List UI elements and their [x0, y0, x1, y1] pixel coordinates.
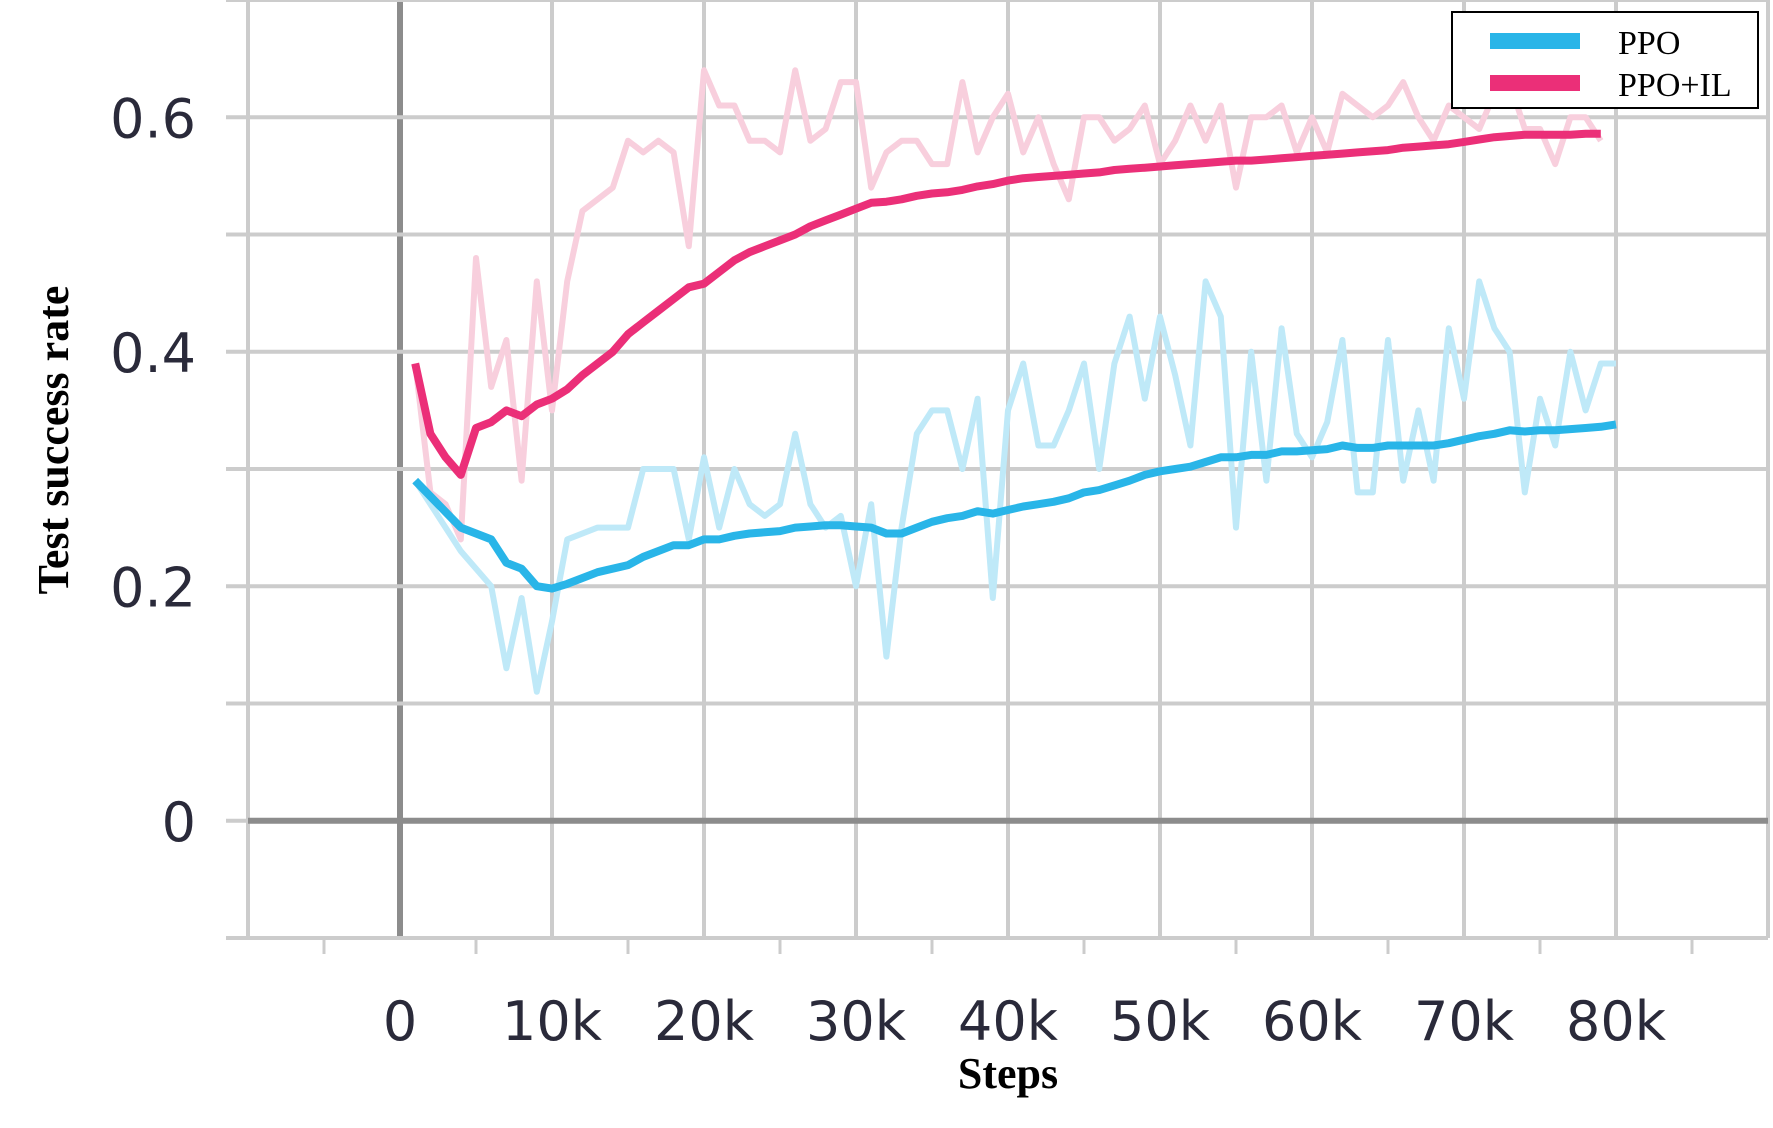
x-tick-label: 20k [654, 990, 755, 1053]
legend-swatch-ppo [1490, 33, 1580, 49]
series-line-ppo-il [411, 129, 1601, 479]
legend-box [1451, 11, 1759, 109]
legend: PPO PPO+IL [1451, 11, 1759, 109]
smoothed-series-layer [411, 129, 1617, 593]
grid [226, 0, 1770, 954]
series-line-ppo [412, 420, 1617, 593]
x-tick-label: 40k [958, 990, 1059, 1053]
y-axis-title: Test success rate [29, 286, 78, 595]
x-tick-label: 70k [1414, 990, 1515, 1053]
x-tick-label: 60k [1262, 990, 1363, 1053]
x-tick-label: 10k [502, 990, 603, 1053]
x-tick-label: 80k [1566, 990, 1667, 1053]
tick-labels: 0 10k 20k 30k 40k 50k 60k 70k 80k 0 0.2 0.4 0.6 [110, 87, 1667, 1053]
y-tick-label: 0.2 [110, 556, 196, 619]
x-tick-label: 30k [806, 990, 907, 1053]
series-raw-ppo [412, 278, 1616, 695]
raw-series-layer [412, 67, 1616, 695]
series-raw-ppo-il [412, 67, 1604, 543]
y-tick-label: 0 [162, 791, 196, 854]
x-axis-title: Steps [958, 1049, 1058, 1098]
legend-label-ppo: PPO [1618, 25, 1680, 62]
legend-swatch-ppo-il [1490, 75, 1580, 91]
x-tick-label: 0 [383, 990, 417, 1053]
x-tick-label: 50k [1110, 990, 1211, 1053]
y-tick-label: 0.4 [110, 322, 196, 385]
legend-label-ppo-il: PPO+IL [1618, 67, 1732, 104]
y-tick-label: 0.6 [110, 87, 196, 150]
